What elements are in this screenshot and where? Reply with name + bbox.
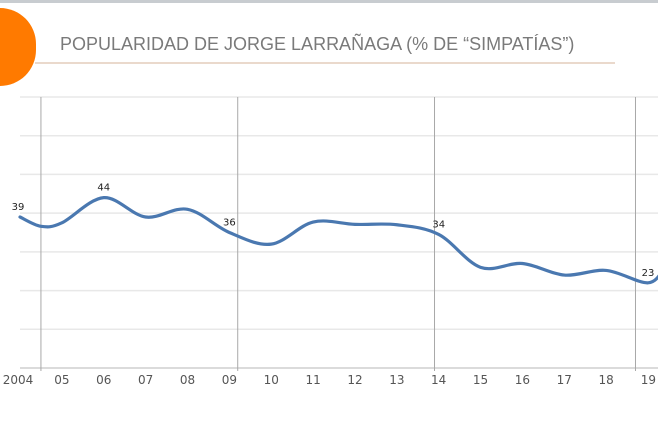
data-label: 23 xyxy=(642,268,655,279)
x-tick-label: 05 xyxy=(54,373,69,387)
x-tick-label: 15 xyxy=(473,373,488,387)
x-tick-label: 09 xyxy=(222,373,237,387)
x-tick-label: 16 xyxy=(515,373,530,387)
x-tick-label: 12 xyxy=(347,373,362,387)
x-tick-label: 17 xyxy=(557,373,572,387)
x-tick-label: 07 xyxy=(138,373,153,387)
data-label: 44 xyxy=(97,183,110,194)
x-tick-label: 11 xyxy=(305,373,320,387)
x-tick-label: 14 xyxy=(431,373,446,387)
x-tick-label: 18 xyxy=(599,373,614,387)
x-tick-label: 10 xyxy=(264,373,279,387)
series-line xyxy=(18,196,658,285)
data-label: 36 xyxy=(223,218,236,229)
x-tick-label: 13 xyxy=(389,373,404,387)
slide-top-border xyxy=(0,0,658,3)
x-tick-label: 08 xyxy=(180,373,195,387)
data-label: 34 xyxy=(432,219,445,230)
x-tick-label: 19 xyxy=(641,373,656,387)
data-label: 39 xyxy=(12,202,25,213)
chart-title: POPULARIDAD DE JORGE LARRAÑAGA (% DE “SI… xyxy=(60,34,575,54)
x-tick-label: 06 xyxy=(96,373,111,387)
x-tick-label: 2004 xyxy=(3,373,34,387)
title-underline xyxy=(35,62,615,64)
